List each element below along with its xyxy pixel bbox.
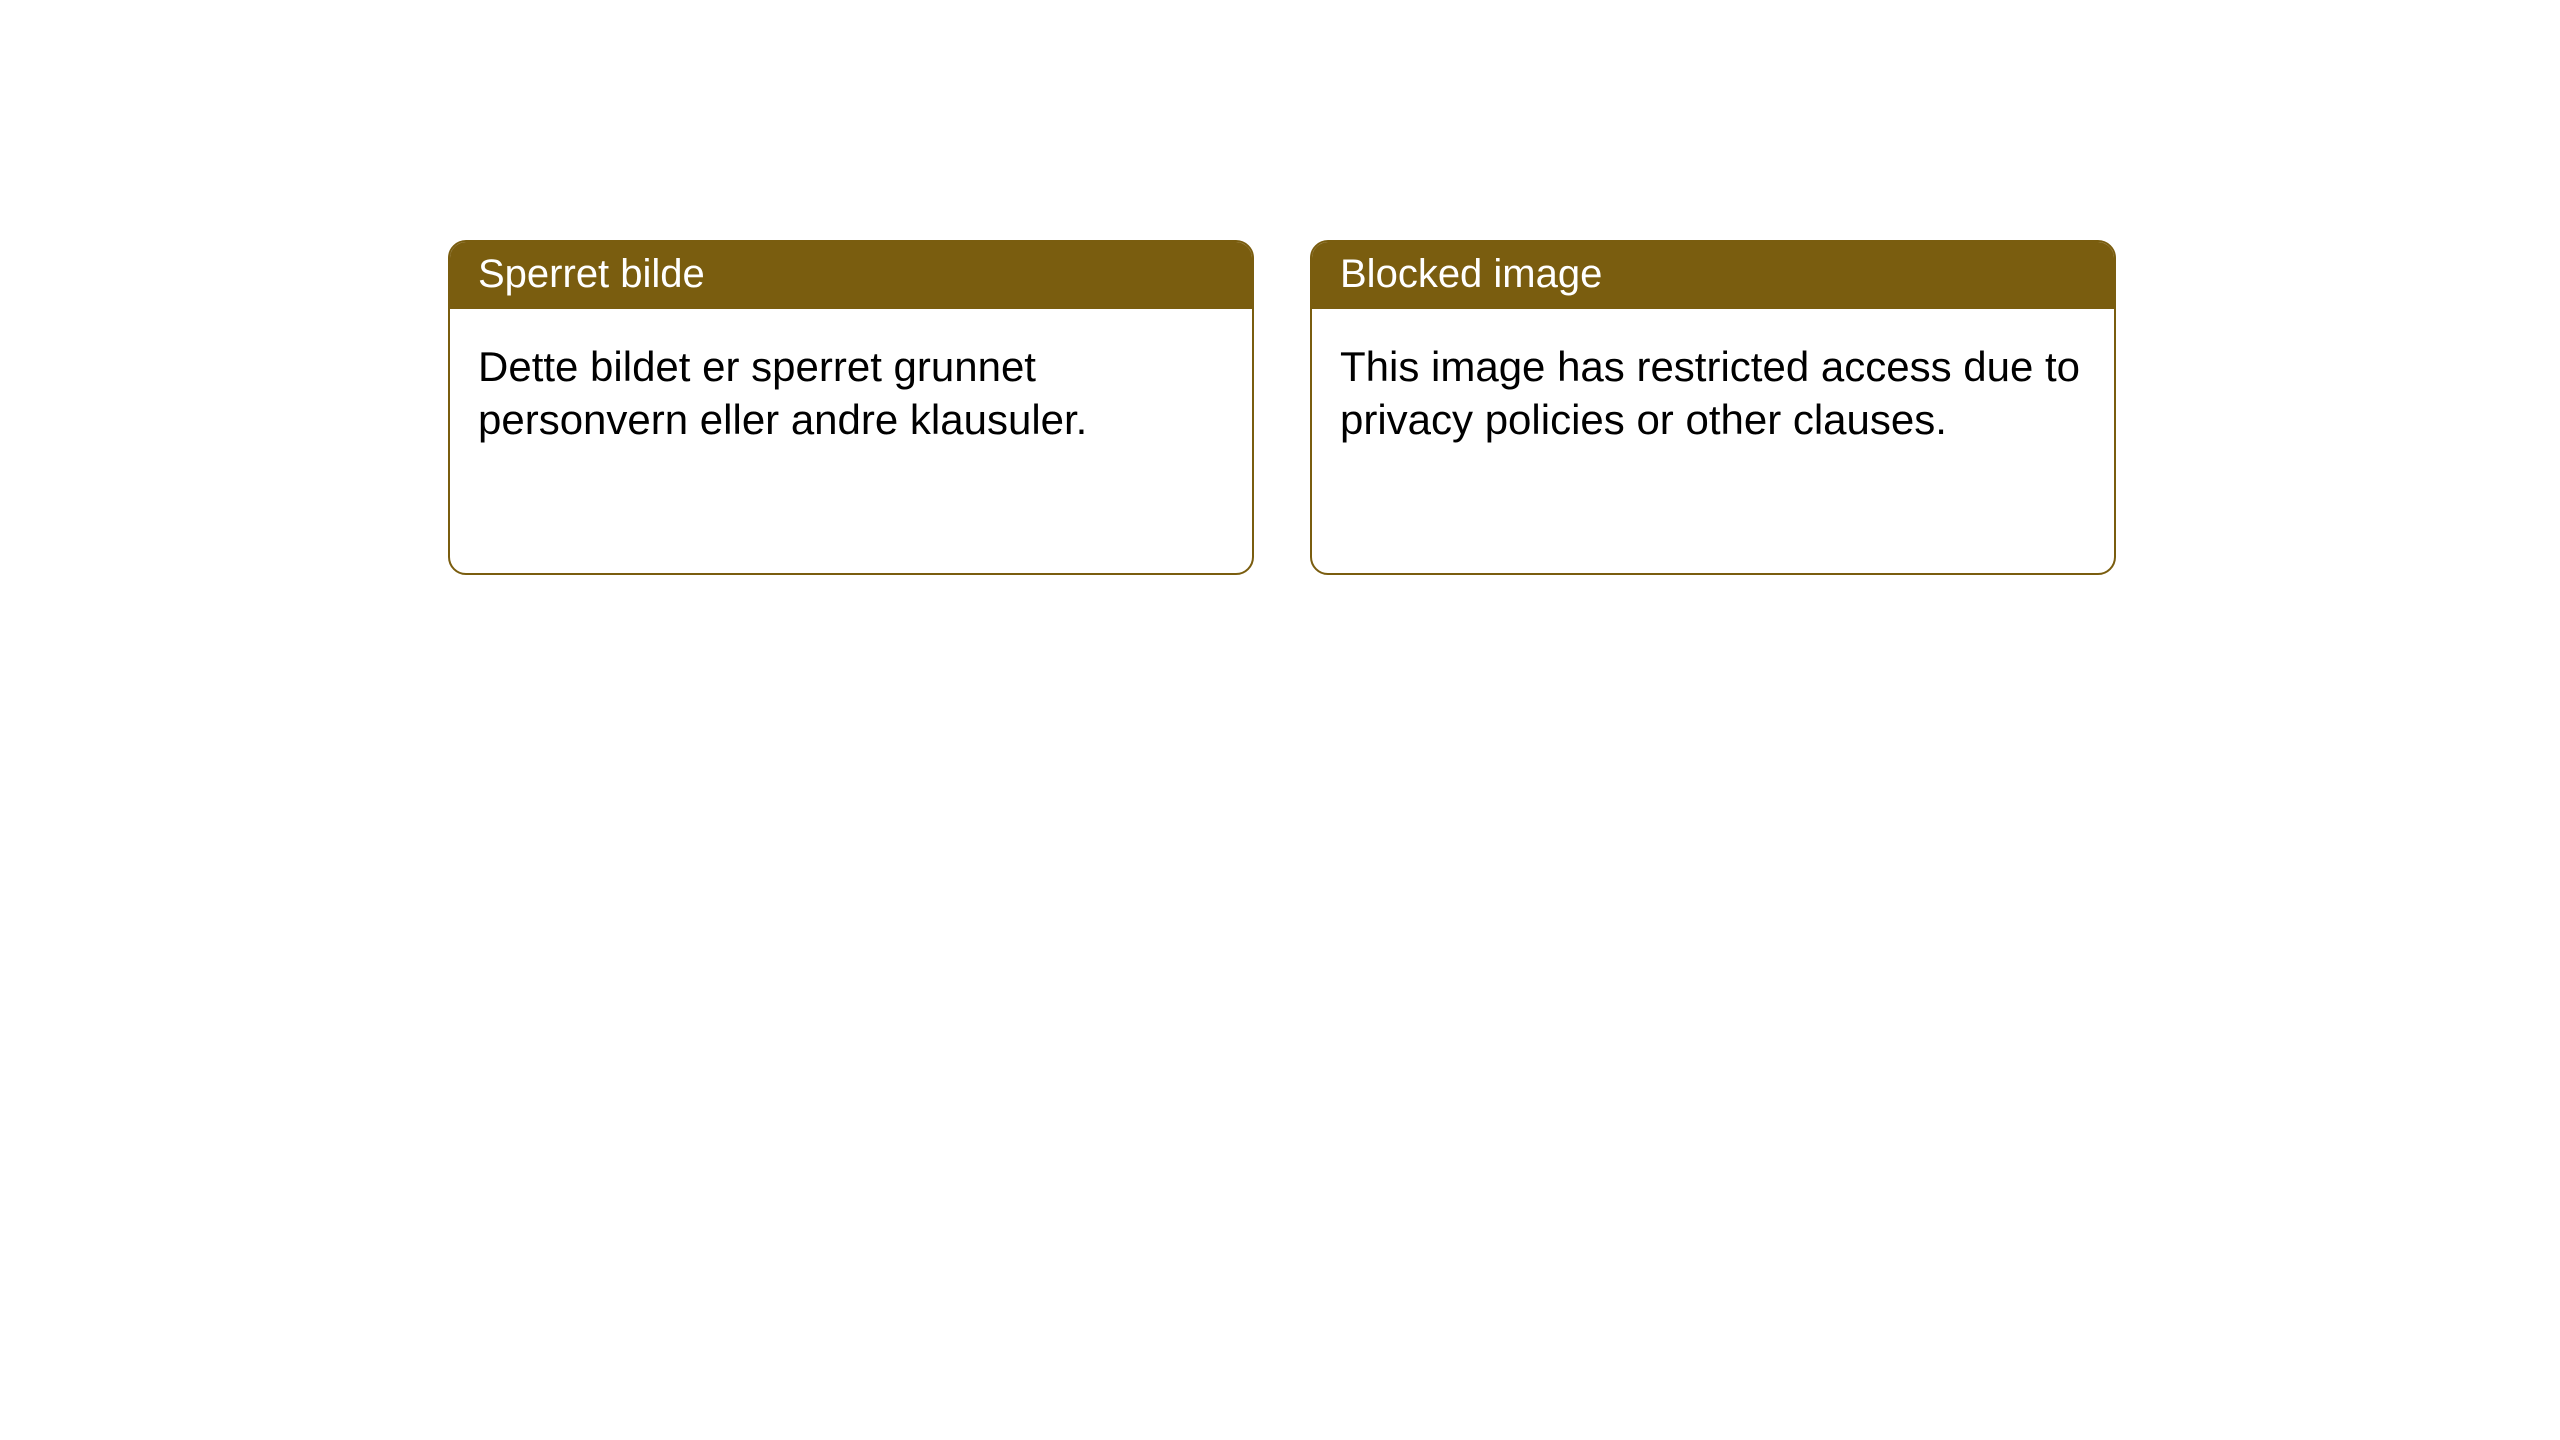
notice-title-norwegian: Sperret bilde (450, 242, 1252, 309)
notice-body-norwegian: Dette bildet er sperret grunnet personve… (450, 309, 1252, 478)
notice-title-english: Blocked image (1312, 242, 2114, 309)
notice-body-english: This image has restricted access due to … (1312, 309, 2114, 478)
notice-container: Sperret bilde Dette bildet er sperret gr… (0, 0, 2560, 575)
notice-card-norwegian: Sperret bilde Dette bildet er sperret gr… (448, 240, 1254, 575)
notice-card-english: Blocked image This image has restricted … (1310, 240, 2116, 575)
